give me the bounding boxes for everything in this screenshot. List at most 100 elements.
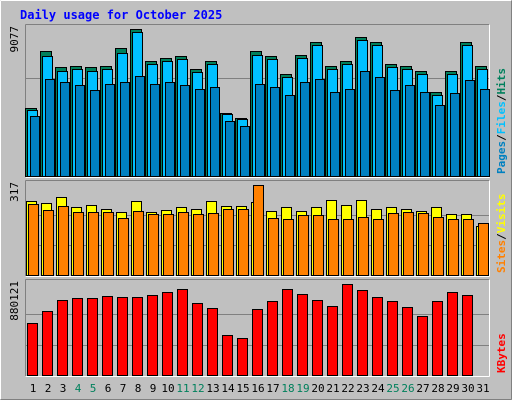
bar-pages xyxy=(330,92,340,177)
day-label: 30 xyxy=(461,382,474,395)
bar-kbytes xyxy=(42,311,53,376)
legend-separator: / xyxy=(495,134,508,141)
bar-pages xyxy=(360,71,370,177)
bar-kbytes xyxy=(147,295,158,376)
bar-sites xyxy=(88,212,99,276)
day-label: 25 xyxy=(386,382,399,395)
day-label: 31 xyxy=(476,382,489,395)
day-label: 8 xyxy=(135,382,142,395)
bar-sites xyxy=(193,214,204,276)
bar-sites xyxy=(448,219,459,276)
day-label: 28 xyxy=(431,382,444,395)
bar-sites xyxy=(433,217,444,276)
bar-kbytes xyxy=(462,295,473,376)
bar-pages xyxy=(345,89,355,177)
bar-kbytes xyxy=(372,297,383,376)
day-label: 23 xyxy=(356,382,369,395)
day-label: 21 xyxy=(326,382,339,395)
bar-pages xyxy=(435,105,445,177)
bar-pages xyxy=(195,89,205,177)
bar-pages xyxy=(225,121,235,177)
day-label: 11 xyxy=(176,382,189,395)
bar-kbytes xyxy=(87,298,98,376)
bar-sites xyxy=(418,213,429,276)
bar-sites xyxy=(178,212,189,276)
day-label: 7 xyxy=(120,382,127,395)
bar-pages xyxy=(120,82,130,177)
panels-group: 9077Pages/Files/Hits317Sites/Visits88012… xyxy=(8,24,508,377)
bar-pages xyxy=(180,85,190,177)
day-label: 10 xyxy=(161,382,174,395)
bar-sites xyxy=(208,213,219,276)
bar-pages xyxy=(240,126,250,177)
day-label: 12 xyxy=(191,382,204,395)
bar-pages xyxy=(480,89,490,177)
legend-separator: / xyxy=(495,233,508,240)
bar-pages xyxy=(405,85,415,177)
bar-kbytes xyxy=(72,298,83,376)
bar-sites xyxy=(283,219,294,276)
bar-sites xyxy=(28,204,39,276)
bar-sites xyxy=(313,215,324,276)
day-label: 29 xyxy=(446,382,459,395)
bar-sites xyxy=(343,219,354,276)
bar-kbytes xyxy=(177,289,188,376)
bar-pages xyxy=(420,92,430,177)
bar-pages xyxy=(300,82,310,177)
bar-sites xyxy=(103,212,114,276)
bar-sites xyxy=(223,209,234,276)
bar-kbytes xyxy=(447,292,458,376)
day-label: 14 xyxy=(221,382,235,395)
day-label: 19 xyxy=(296,382,309,395)
bar-pages xyxy=(105,84,115,177)
bar-pages xyxy=(30,116,40,177)
day-label: 17 xyxy=(266,382,279,395)
legend-pages: Pages xyxy=(495,141,508,174)
day-label: 13 xyxy=(206,382,219,395)
legend-visits: Visits xyxy=(495,194,508,234)
bar-kbytes xyxy=(432,301,443,376)
bar-kbytes xyxy=(192,303,203,376)
bar-pages xyxy=(270,87,280,177)
bar-sites xyxy=(163,214,174,276)
bar-pages xyxy=(165,82,175,177)
day-label: 1 xyxy=(30,382,37,395)
day-label: 9 xyxy=(150,382,157,395)
bar-kbytes xyxy=(132,297,143,376)
bar-sites xyxy=(298,215,309,276)
bar-kbytes xyxy=(312,300,323,376)
day-label: 5 xyxy=(90,382,97,395)
bar-kbytes xyxy=(357,290,368,376)
day-label: 20 xyxy=(311,382,324,395)
bar-sites xyxy=(118,218,129,276)
y-max-label: 880121 xyxy=(8,281,21,321)
bar-kbytes xyxy=(57,300,68,376)
legend: Pages/Files/Hits xyxy=(495,68,508,174)
bar-sites xyxy=(403,212,414,276)
bar-pages xyxy=(285,95,295,177)
bar-sites xyxy=(478,223,489,276)
bar-sites xyxy=(328,219,339,276)
bar-sites xyxy=(73,212,84,276)
bar-sites xyxy=(148,214,159,276)
day-label: 27 xyxy=(416,382,429,395)
bar-sites xyxy=(358,217,369,276)
bar-kbytes xyxy=(387,301,398,376)
legend-separator: / xyxy=(495,94,508,101)
bar-kbytes xyxy=(207,308,218,376)
day-labels: 1 2 3 4 5 6 7 8 9 10 11 12 13 14 15 16 17 18 19 20 21 22 23 24 2… xyxy=(30,382,490,395)
bar-kbytes xyxy=(117,297,128,376)
legend-sites: Sites xyxy=(495,240,508,273)
bar-pages xyxy=(90,90,100,177)
day-label: 6 xyxy=(105,382,112,395)
bar-kbytes xyxy=(342,284,353,376)
bar-pages xyxy=(150,84,160,177)
bar-kbytes xyxy=(327,306,338,376)
bar-pages xyxy=(450,93,460,177)
bar-kbytes xyxy=(237,338,248,376)
bar-sites xyxy=(463,219,474,276)
bar-pages xyxy=(210,87,220,177)
bar-kbytes xyxy=(162,292,173,376)
bar-pages xyxy=(60,82,70,177)
